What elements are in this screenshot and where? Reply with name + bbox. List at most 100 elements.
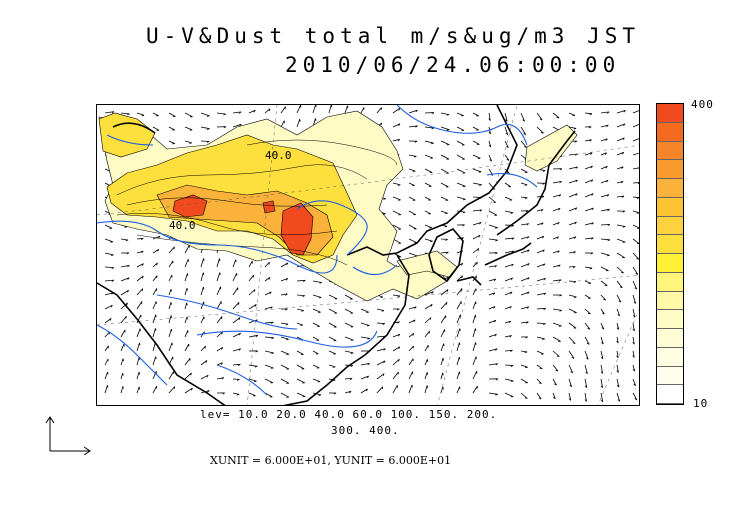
colorbar-segment xyxy=(657,385,683,404)
wind-arrow xyxy=(264,291,272,296)
wind-arrow-head xyxy=(318,394,322,396)
wind-arrow xyxy=(488,154,492,162)
wind-arrow xyxy=(264,364,274,369)
wind-arrow-head xyxy=(510,212,514,214)
wind-arrow-head xyxy=(139,342,141,346)
wind-arrow xyxy=(584,112,593,115)
wind-arrow xyxy=(616,336,619,344)
wind-arrow xyxy=(504,320,511,324)
wind-arrow xyxy=(568,251,576,254)
wind-arrow-head xyxy=(606,254,610,257)
wind-arrow xyxy=(440,126,450,131)
wind-arrow xyxy=(296,322,303,326)
wind-arrow xyxy=(136,263,144,268)
wind-arrow-head xyxy=(488,118,491,121)
wind-arrow xyxy=(456,356,460,366)
wind-arrow xyxy=(344,322,354,328)
wind-arrow-head xyxy=(222,392,225,395)
wind-arrow xyxy=(504,364,514,366)
wind-arrow xyxy=(104,292,114,296)
wind-arrow-head xyxy=(155,328,157,331)
wind-arrow-head xyxy=(382,323,385,325)
wind-arrow xyxy=(440,386,444,394)
wind-arrow-head xyxy=(479,209,483,212)
wind-arrow xyxy=(216,331,223,338)
wind-arrow-head xyxy=(584,399,587,402)
wind-arrow-head xyxy=(591,193,594,196)
wind-arrow xyxy=(504,392,514,398)
wind-arrow xyxy=(456,371,460,380)
wind-arrow-head xyxy=(270,306,273,309)
wind-arrow xyxy=(472,140,480,145)
wind-arrow-head xyxy=(475,342,477,345)
wind-arrow-head xyxy=(349,391,352,394)
wind-arrow-head xyxy=(412,333,415,336)
wind-arrow xyxy=(152,328,156,338)
wind-arrow-head xyxy=(605,166,608,169)
wind-arrow xyxy=(504,196,513,201)
wind-arrow xyxy=(520,140,527,148)
wind-arrow-head xyxy=(509,306,512,309)
wind-arrow xyxy=(600,208,610,212)
wind-arrow xyxy=(200,301,205,310)
wind-arrow-head xyxy=(632,315,636,318)
wind-arrow xyxy=(120,315,127,324)
wind-arrow xyxy=(600,194,610,198)
wind-arrow xyxy=(360,363,370,366)
wind-arrow xyxy=(200,345,206,352)
wind-arrow xyxy=(360,375,369,380)
wind-arrow-head xyxy=(170,302,172,305)
wind-arrow-head xyxy=(575,179,578,183)
wind-arrow xyxy=(392,333,400,338)
wind-arrow xyxy=(472,182,482,186)
wind-arrow xyxy=(344,105,348,114)
wind-arrow-head xyxy=(607,208,610,212)
wind-arrow xyxy=(280,322,289,325)
wind-arrow xyxy=(296,350,304,355)
wind-arrow xyxy=(472,356,477,366)
wind-arrow xyxy=(328,308,338,314)
wind-arrow-head xyxy=(495,227,498,229)
wind-arrow xyxy=(616,364,619,373)
dust-concentration-fill xyxy=(98,110,578,302)
wind-arrow xyxy=(184,357,191,366)
wind-arrow xyxy=(120,289,129,296)
wind-arrow xyxy=(520,321,529,324)
wind-arrow-head xyxy=(506,172,510,174)
wind-arrow xyxy=(616,294,622,303)
wind-arrow xyxy=(632,392,638,401)
colorbar-segment xyxy=(657,254,683,273)
wind-arrow xyxy=(504,237,514,240)
wind-arrow xyxy=(472,168,482,173)
wind-arrow-head xyxy=(397,334,401,337)
wind-arrow-head xyxy=(539,118,543,121)
wind-arrow-head xyxy=(541,195,545,198)
wind-arrow-head xyxy=(426,372,429,375)
wind-arrow xyxy=(632,294,637,304)
wind-arrow xyxy=(248,109,256,114)
wind-arrow xyxy=(408,332,415,338)
wind-arrow-head xyxy=(606,124,609,128)
wind-arrow xyxy=(600,322,605,330)
dust-region-low-japan xyxy=(524,124,578,172)
wind-arrow-head xyxy=(415,125,418,128)
wind-arrow-head xyxy=(365,388,368,392)
wind-arrow-head xyxy=(205,360,208,363)
wind-arrow-head xyxy=(558,194,562,197)
wind-arrow-head xyxy=(511,225,514,227)
wind-arrow-head xyxy=(637,182,639,185)
wind-arrow-head xyxy=(285,278,289,281)
wind-arrow xyxy=(392,210,401,216)
wind-arrow-head xyxy=(446,114,450,116)
wind-arrow-head xyxy=(600,371,603,374)
wind-arrow-head xyxy=(575,166,578,169)
wind-arrow xyxy=(392,346,401,352)
wind-arrow-head xyxy=(107,385,109,388)
wind-arrow-head xyxy=(555,369,559,372)
wind-arrow-head xyxy=(493,278,497,282)
wind-arrow xyxy=(552,181,562,184)
wind-arrow-head xyxy=(462,198,466,201)
wind-arrow-head xyxy=(204,345,206,349)
wind-arrow-head xyxy=(269,291,272,295)
wind-arrow xyxy=(328,364,336,368)
